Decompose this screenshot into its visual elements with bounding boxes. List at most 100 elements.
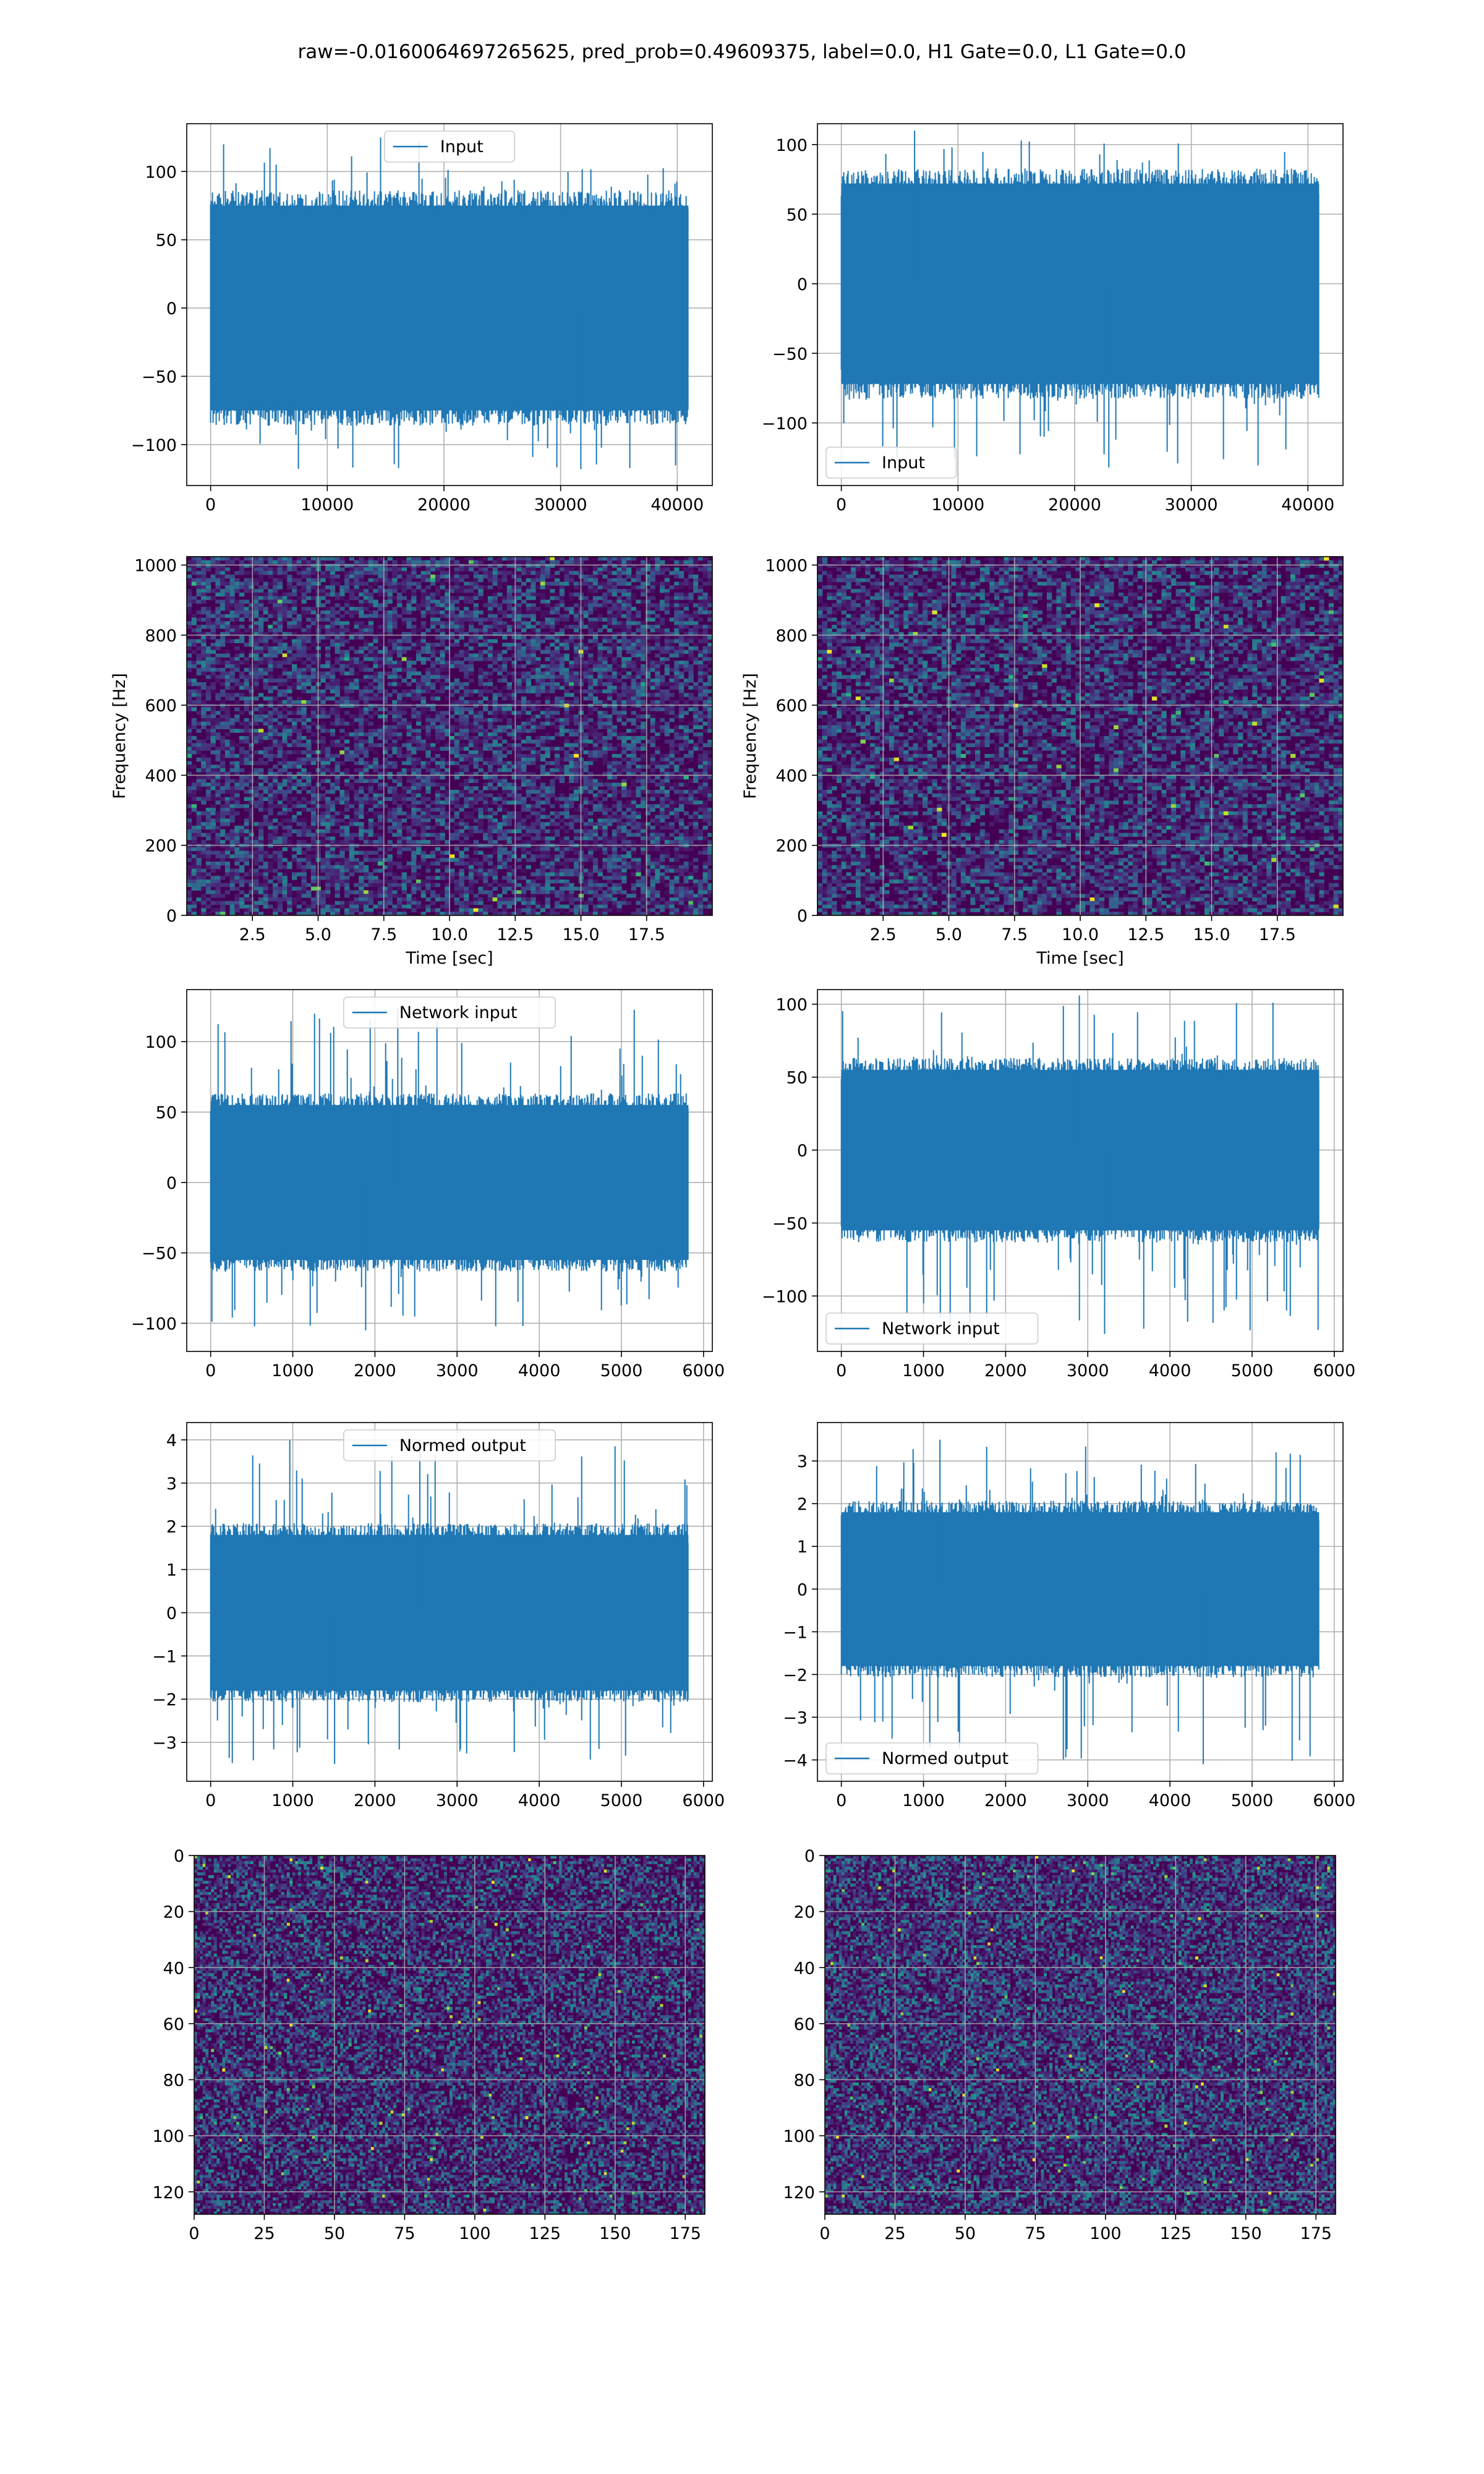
spectrogram-cell <box>483 567 488 571</box>
spectrogram-cell <box>220 764 226 769</box>
spectrogram-cell <box>201 585 207 589</box>
spectrogram-cell <box>205 664 211 669</box>
spectrogram-cell <box>325 761 331 765</box>
spectrogram-cell <box>535 904 541 909</box>
spectrogram-cell <box>244 894 250 898</box>
spectrogram-cell <box>516 603 522 607</box>
spectrogram-cell <box>249 589 254 593</box>
spectrogram-cell <box>397 585 403 589</box>
spectrogram-cell <box>220 772 226 776</box>
spectrogram-cell <box>349 840 355 844</box>
spectrogram-cell <box>215 790 221 794</box>
axes-frame <box>186 123 713 486</box>
y-tick-label: −50 <box>142 367 177 387</box>
spectrogram-cell <box>382 736 388 740</box>
spectrogram-cell <box>511 703 517 708</box>
spectrogram-cell <box>282 707 288 711</box>
spectrogram-cell <box>521 847 527 852</box>
spectrogram-cell <box>191 836 197 841</box>
spectrogram-cell <box>440 664 445 669</box>
spectrogram-cell <box>468 786 474 790</box>
spectrogram-cell <box>378 631 383 636</box>
spectrogram-cell <box>392 707 398 711</box>
spectrogram-cell <box>258 711 264 715</box>
spectrogram-cell <box>483 858 488 862</box>
spectrogram-cell <box>196 700 202 704</box>
spectrogram-cell <box>263 635 268 640</box>
spectrogram-cell <box>454 811 460 816</box>
spectrogram-cell <box>344 732 350 737</box>
spectrogram-cell <box>516 657 522 661</box>
spectrogram-cell <box>287 775 292 780</box>
spectrogram-cell <box>229 761 235 765</box>
spectrogram-cell <box>430 682 436 687</box>
spectrogram-cell <box>205 685 211 690</box>
spectrogram-cell <box>244 721 250 726</box>
spectrogram-cell <box>296 782 302 787</box>
spectrogram-cell <box>325 808 331 812</box>
spectrogram-cell <box>344 876 350 880</box>
spectrogram-cell <box>229 818 235 823</box>
spectrogram-cell <box>229 671 235 675</box>
spectrogram-cell <box>526 754 531 758</box>
spectrogram-cell <box>487 678 493 683</box>
spectrogram-cell <box>435 567 441 571</box>
spectrogram-cell <box>450 808 455 812</box>
spectrogram-cell <box>320 593 326 597</box>
spectrogram-cell <box>215 912 221 915</box>
spectrogram-cell <box>425 868 431 873</box>
spectrogram-cell <box>254 862 259 866</box>
spectrogram-cell <box>531 854 536 858</box>
spectrogram-cell <box>354 589 359 593</box>
spectrogram-cell <box>468 667 474 672</box>
spectrogram-cell <box>535 639 541 643</box>
spectrogram-cell <box>296 862 302 866</box>
spectrogram-cell <box>249 649 254 654</box>
spectrogram-cell <box>497 617 503 622</box>
spectrogram-cell <box>459 833 464 837</box>
spectrogram-cell <box>359 678 364 683</box>
spectrogram-cell <box>526 850 531 855</box>
spectrogram-cell <box>454 750 460 755</box>
spectrogram-cell <box>425 643 431 647</box>
spectrogram-cell <box>382 696 388 701</box>
spectrogram-cell <box>239 607 245 611</box>
spectrogram-cell <box>239 876 245 880</box>
spectrogram-cell <box>382 653 388 657</box>
spectrogram-cell <box>406 646 412 651</box>
spectrogram-cell <box>320 858 326 862</box>
spectrogram-cell <box>310 657 317 661</box>
spectrogram-cell <box>296 890 302 894</box>
spectrogram-cell <box>392 700 398 704</box>
spectrogram-cell <box>397 675 403 679</box>
spectrogram-cell <box>468 833 474 837</box>
spectrogram-cell <box>487 775 493 780</box>
spectrogram-cell <box>330 732 336 737</box>
spectrogram-cell <box>220 671 226 675</box>
spectrogram-cell <box>473 772 479 776</box>
spectrogram-cell <box>526 880 531 884</box>
spectrogram-cell <box>292 739 297 744</box>
spectrogram-cell <box>273 782 278 787</box>
spectrogram-cell <box>478 725 484 729</box>
spectrogram-cell <box>201 649 207 654</box>
spectrogram-cell <box>401 908 407 912</box>
spectrogram-cell <box>287 897 292 902</box>
spectrogram-cell <box>201 872 207 876</box>
spectrogram-cell <box>301 714 307 719</box>
spectrogram-cell <box>205 833 211 837</box>
spectrogram-cell <box>511 646 517 651</box>
spectrogram-cell <box>416 886 422 891</box>
spectrogram-cell <box>468 589 474 593</box>
spectrogram-cell <box>430 850 436 855</box>
spectrogram-cell <box>234 700 240 704</box>
spectrogram-cell <box>382 729 388 733</box>
spectrogram-cell <box>310 904 317 909</box>
spectrogram-cell <box>201 908 207 912</box>
spectrogram-cell <box>382 872 388 876</box>
spectrogram-cell <box>234 886 240 891</box>
spectrogram-cell <box>296 761 302 765</box>
spectrogram-cell <box>210 646 216 651</box>
spectrogram-cell <box>406 811 412 816</box>
spectrogram-cell <box>368 764 373 769</box>
